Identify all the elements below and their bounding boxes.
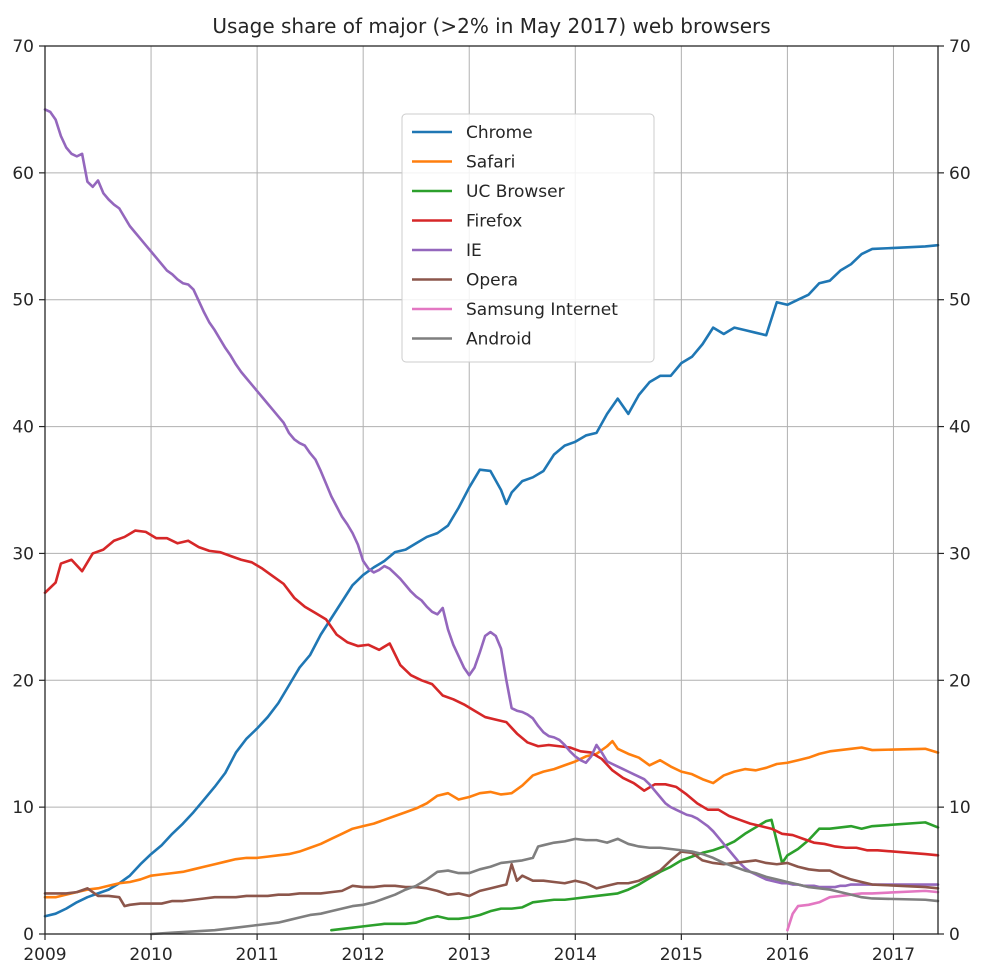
x-tick-label: 2009 <box>23 945 66 965</box>
legend-label: Samsung Internet <box>466 300 618 320</box>
legend-label: Opera <box>466 271 518 291</box>
legend-label: Chrome <box>466 123 533 143</box>
y-tick-label-left: 50 <box>12 291 34 311</box>
legend-label: Android <box>466 330 532 350</box>
y-tick-label-left: 60 <box>12 164 34 184</box>
legend-label: UC Browser <box>466 182 565 202</box>
x-tick-label: 2013 <box>448 945 491 965</box>
x-tick-label: 2011 <box>235 945 278 965</box>
y-tick-label-left: 30 <box>12 544 34 564</box>
x-tick-label: 2010 <box>129 945 172 965</box>
series-line-firefox <box>43 529 940 857</box>
series-line-safari <box>43 739 940 899</box>
y-tick-label-right: 30 <box>949 544 971 564</box>
series-line-ie <box>43 108 940 889</box>
y-tick-label-left: 40 <box>12 418 34 438</box>
series-line-samsung-internet <box>786 889 940 932</box>
y-tick-label-right: 0 <box>949 925 960 945</box>
legend-label: Firefox <box>466 212 522 232</box>
series-line-opera <box>43 850 940 908</box>
legend: Chrome Safari UC Browser Firefox IE Opera Sams… <box>401 113 655 363</box>
x-tick-label: 2016 <box>766 945 809 965</box>
plot-frame <box>44 45 939 935</box>
chart-title: Usage share of major (>2% in May 2017) w… <box>212 14 770 38</box>
y-tick-label-right: 70 <box>949 37 971 57</box>
y-tick-label-left: 10 <box>12 798 34 818</box>
y-tick-label-right: 40 <box>949 418 971 438</box>
series-lines <box>43 108 940 936</box>
x-tick-label: 2014 <box>554 945 597 965</box>
y-tick-label-left: 20 <box>12 671 34 691</box>
y-tick-label-left: 0 <box>23 925 34 945</box>
series-line-android <box>149 837 940 936</box>
series-line-uc-browser <box>330 818 940 932</box>
x-tick-label: 2012 <box>342 945 385 965</box>
legend-label: Safari <box>466 153 515 173</box>
legend-label: IE <box>466 241 482 261</box>
y-tick-label-right: 20 <box>949 671 971 691</box>
y-tick-label-right: 50 <box>949 291 971 311</box>
legend-box <box>401 113 655 363</box>
y-tick-label-right: 10 <box>949 798 971 818</box>
y-tick-label-left: 70 <box>12 37 34 57</box>
y-tick-label-right: 60 <box>949 164 971 184</box>
x-tick-label: 2015 <box>660 945 703 965</box>
x-tick-label: 2017 <box>872 945 915 965</box>
series-line-chrome <box>43 243 940 918</box>
